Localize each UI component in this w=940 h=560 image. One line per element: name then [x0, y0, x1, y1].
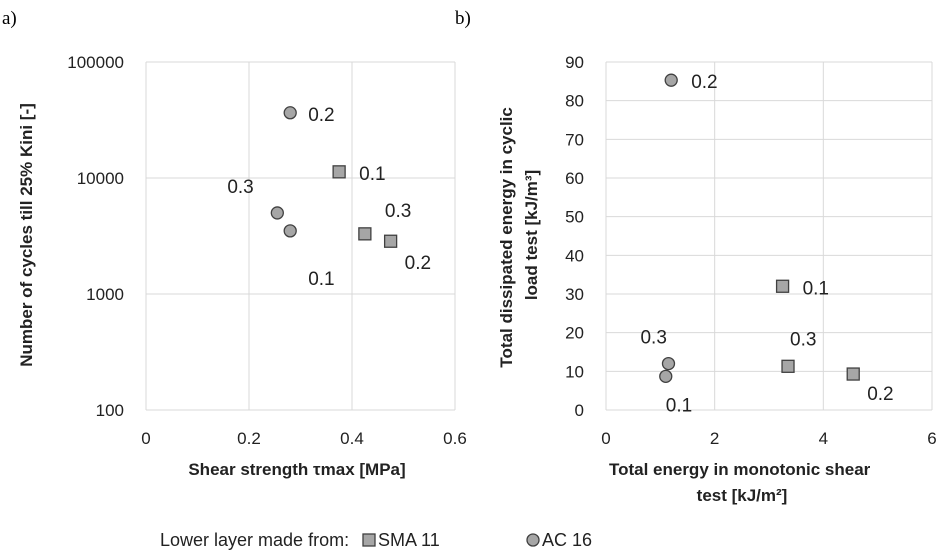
- panel-a-x-tick-label: 0: [141, 429, 150, 448]
- legend: Lower layer made from: SMA 11 AC 16: [160, 530, 592, 550]
- panel-b-y-tick-label: 30: [565, 285, 584, 304]
- panel-a-x-tick-label: 0.6: [443, 429, 467, 448]
- panel-a-y-tick-label: 100000: [67, 53, 124, 72]
- panel-b-point-label: 0.3: [640, 328, 666, 349]
- panel-b-y-tick-label: 90: [565, 53, 584, 72]
- panel-a-point-square: [332, 165, 346, 179]
- panel-a-x-tick-label: 0.2: [237, 429, 261, 448]
- panel-b-y-tick-label: 0: [575, 401, 584, 420]
- panel-b-point-label: 0.2: [691, 72, 717, 93]
- panel-a-point-square: [358, 227, 372, 241]
- panel-b-point-label: 0.1: [803, 278, 829, 299]
- panel-a-point-label: 0.3: [385, 201, 411, 222]
- panel-b-point-circle: [661, 356, 676, 371]
- panel-a-point-circle: [270, 206, 284, 220]
- panel-b-x-ticks: 0 2 4 6: [601, 429, 936, 448]
- panel-a-y-tick-label: 100: [96, 401, 124, 420]
- panel-b-point-label: 0.2: [867, 384, 893, 405]
- panel-a-letter: a): [2, 8, 17, 29]
- panel-b-y-tick-label: 80: [565, 92, 584, 111]
- panel-b-point-square: [846, 367, 860, 381]
- panel-a-point-label: 0.3: [227, 177, 253, 198]
- panel-a-point-label: 0.2: [405, 253, 431, 274]
- panel-b-x-axis-title-line1: Total energy in monotonic shear: [609, 460, 871, 479]
- panel-a-y-ticks: 100 1000 10000 100000: [67, 53, 124, 420]
- panel-b-point-square: [775, 279, 790, 293]
- panel-b-point-circle: [664, 73, 678, 87]
- panel-b-x-axis-title-line2: test [kJ/m²]: [697, 486, 788, 505]
- panel-b-x-tick-label: 0: [601, 429, 610, 448]
- panel-b-point-square: [781, 359, 795, 373]
- panel-b-point-label: 0.1: [666, 395, 692, 416]
- panel-a-point-circle: [283, 106, 297, 120]
- panel-b-x-tick-label: 2: [710, 429, 719, 448]
- legend-item-sma11: SMA 11: [378, 530, 440, 550]
- panel-b-y-tick-label: 60: [565, 169, 584, 188]
- panel-b-x-tick-label: 4: [819, 429, 828, 448]
- legend-item-ac16: AC 16: [542, 530, 592, 550]
- panel-b-marks: 0.1 0.3 0.2 0.2 0.3 0.1: [640, 72, 893, 416]
- panel-a-y-tick-label: 1000: [86, 285, 124, 304]
- panel-a-x-axis-title: Shear strength τmax [MPa]: [188, 460, 405, 479]
- legend-square-marker: [362, 533, 376, 547]
- panel-b-y-tick-label: 70: [565, 130, 584, 149]
- panel-b-y-axis-title-line2: load test [kJ/m³]: [522, 170, 541, 300]
- panel-b-x-tick-label: 6: [927, 429, 936, 448]
- panel-a-point-square: [383, 234, 398, 248]
- panel-a-marks: 0.10.30.20.20.30.1: [227, 105, 431, 290]
- panel-b-y-tick-label: 50: [565, 208, 584, 227]
- panel-b-point-label: 0.3: [790, 329, 816, 350]
- panel-a-x-ticks: 0 0.2 0.4 0.6: [141, 429, 467, 448]
- panel-b-point-circle: [659, 369, 673, 384]
- panel-b-letter: b): [455, 8, 471, 29]
- panel-a-point-circle: [283, 224, 297, 238]
- panel-a-x-tick-label: 0.4: [340, 429, 364, 448]
- panel-a-grid: [145, 61, 456, 411]
- panel-b-y-axis-title-line1: Total dissipated energy in cyclic: [497, 107, 516, 367]
- panel-b-y-ticks: 0 10 20 30 40 50 60 70 80 90: [565, 53, 584, 420]
- panel-a-point-label: 0.1: [359, 164, 385, 185]
- panel-b-x-axis-title: Total energy in monotonic shear test [kJ…: [609, 460, 875, 505]
- legend-title: Lower layer made from:: [160, 530, 349, 550]
- panel-a-y-axis-title: Number of cycles till 25% Kini [-]: [17, 103, 36, 367]
- panel-b-y-tick-label: 10: [565, 362, 584, 381]
- panel-a-y-tick-label: 10000: [77, 169, 124, 188]
- panel-b-y-axis-title: Total dissipated energy in cyclic load t…: [497, 102, 541, 367]
- panel-a-point-label: 0.2: [308, 105, 334, 126]
- panel-b-y-tick-label: 20: [565, 324, 584, 343]
- legend-circle-marker: [526, 533, 540, 547]
- panel-a-point-label: 0.1: [308, 269, 334, 290]
- panel-b: b) 0 10 20 30 40 50 60 70 80 90 0 2 4 6 0.1 0.3 0.2 0.2…: [455, 8, 937, 505]
- panel-b-grid: [605, 61, 933, 411]
- panel-b-y-tick-label: 40: [565, 246, 584, 265]
